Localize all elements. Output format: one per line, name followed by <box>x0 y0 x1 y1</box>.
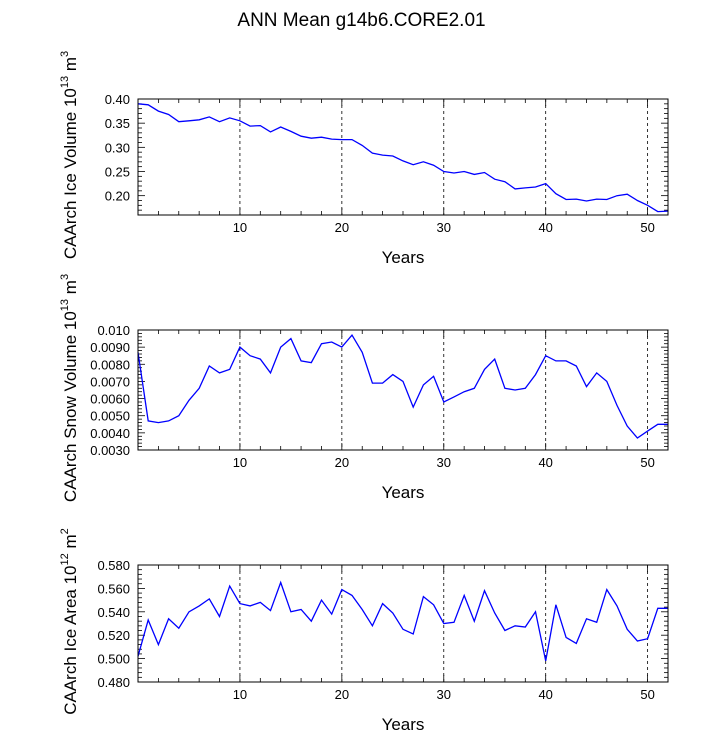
x-tick-label: 10 <box>233 220 247 235</box>
y-axis-title: CAArch Snow Volume 1013 m3 <box>59 274 80 502</box>
y-tick-label: 0.0040 <box>90 426 130 441</box>
x-tick-label: 50 <box>640 687 654 702</box>
plot-frame <box>137 329 669 451</box>
series-line <box>137 580 668 662</box>
page-title: ANN Mean g14b6.CORE2.01 <box>237 10 486 31</box>
x-tick-label: 10 <box>233 455 247 470</box>
x-tick-label: 20 <box>335 220 349 235</box>
plot-frame <box>137 564 669 683</box>
x-tick-label: 50 <box>640 455 654 470</box>
y-tick-label: 0.30 <box>105 140 130 155</box>
y-tick-label: 0.010 <box>97 323 130 338</box>
chart-panel-1: 10 20 30 40 50 0.20 0.25 0.30 0.35 0.40 Years CAArc… <box>59 51 669 267</box>
y-tick-label: 0.0030 <box>90 443 130 458</box>
y-axis-title: CAArch Ice Area 1012 m2 <box>59 528 80 715</box>
x-tick-label: 10 <box>233 687 247 702</box>
series-line <box>137 103 669 213</box>
chart-panel-2: 10 20 30 40 50 0.0030 0.0040 0.0050 0.0060 0.0070… <box>59 274 669 502</box>
y-tick-label: 0.25 <box>105 165 130 180</box>
chart-panel-3: 10 20 30 40 50 0.480 0.500 0.520 0.540 0.560 0.580… <box>59 528 669 734</box>
x-tick-label: 50 <box>640 220 654 235</box>
y-tick-label: 0.35 <box>105 116 130 131</box>
x-tick-label: 40 <box>538 687 552 702</box>
x-axis-title: Years <box>382 248 425 267</box>
y-tick-label: 0.40 <box>105 92 130 107</box>
y-tick-label: 0.520 <box>97 628 130 643</box>
x-axis-title: Years <box>382 483 425 502</box>
x-tick-label: 30 <box>437 220 451 235</box>
y-tick-label: 0.0070 <box>90 374 130 389</box>
y-tick-label: 0.560 <box>97 581 130 596</box>
y-tick-label: 0.0050 <box>90 409 130 424</box>
x-tick-label: 30 <box>437 687 451 702</box>
y-axis-title: CAArch Ice Volume 1013 m3 <box>59 51 80 259</box>
plot-frame <box>137 98 669 216</box>
x-axis-title: Years <box>382 715 425 734</box>
x-tick-label: 20 <box>335 455 349 470</box>
y-tick-label: 0.500 <box>97 652 130 667</box>
series-line <box>137 333 668 439</box>
y-tick-label: 0.580 <box>97 558 130 573</box>
y-tick-label: 0.480 <box>97 675 130 690</box>
y-tick-label: 0.0090 <box>90 340 130 355</box>
x-tick-label: 20 <box>335 687 349 702</box>
y-tick-label: 0.0060 <box>90 392 130 407</box>
y-tick-label: 0.0080 <box>90 357 130 372</box>
y-tick-label: 0.540 <box>97 605 130 620</box>
y-tick-label: 0.20 <box>105 189 130 204</box>
x-tick-label: 30 <box>437 455 451 470</box>
x-tick-label: 40 <box>538 220 552 235</box>
x-tick-label: 40 <box>538 455 552 470</box>
